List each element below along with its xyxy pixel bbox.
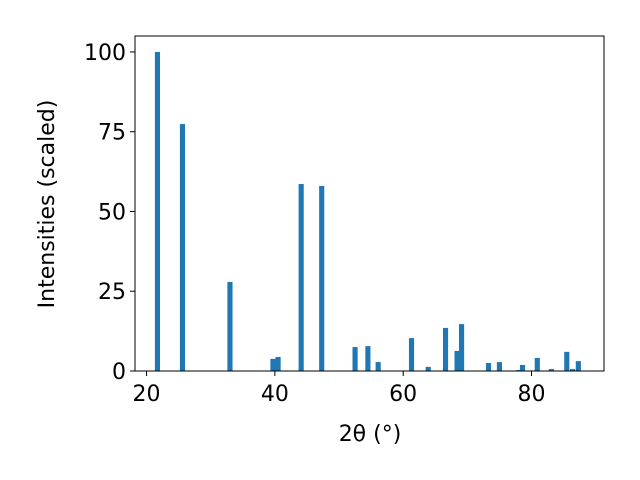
plot-frame: [134, 35, 605, 372]
bar: [408, 338, 415, 371]
bar: [375, 362, 381, 371]
x-tick-label: 20: [133, 382, 161, 407]
bar: [365, 346, 371, 371]
bar: [319, 185, 325, 371]
y-tick-label: 100: [84, 41, 126, 66]
y-tick-label: 75: [98, 121, 126, 146]
bar: [179, 124, 186, 371]
bar: [564, 351, 570, 371]
bar: [534, 357, 540, 371]
y-tick-label: 0: [112, 360, 126, 385]
bar: [352, 347, 358, 371]
x-axis-label: 2θ (°): [339, 422, 402, 447]
bar: [485, 363, 492, 371]
bar: [575, 361, 581, 371]
bar: [569, 369, 576, 371]
bar: [154, 51, 161, 371]
x-tick-label: 80: [518, 382, 546, 407]
bar: [454, 350, 460, 371]
y-tick-label: 50: [98, 200, 126, 225]
bar: [425, 366, 431, 371]
bar: [227, 281, 233, 371]
bar: [275, 356, 281, 371]
bar: [519, 364, 526, 371]
bar: [459, 324, 465, 371]
bar: [270, 358, 276, 371]
bar: [548, 369, 554, 371]
y-tick-label: 25: [98, 280, 126, 305]
x-tick-label: 40: [261, 382, 289, 407]
bar: [496, 362, 502, 371]
y-axis-label: Intensities (scaled): [35, 100, 60, 309]
bar: [298, 184, 304, 371]
bar: [442, 327, 449, 371]
x-tick-label: 60: [389, 382, 417, 407]
